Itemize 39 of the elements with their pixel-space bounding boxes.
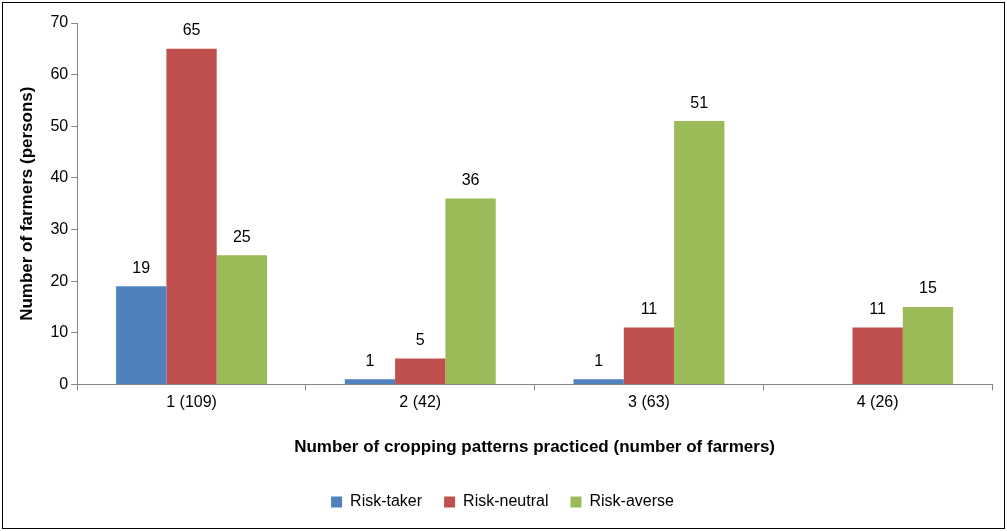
x-tick-label: 3 (63): [628, 393, 670, 411]
bar: [116, 286, 167, 384]
y-tick-label: 20: [50, 271, 69, 289]
y-axis-title: Number of farmers (persons): [16, 86, 36, 321]
y-tick-label: 30: [50, 219, 69, 237]
bar: [902, 306, 954, 384]
legend-label: Risk-averse: [589, 492, 675, 510]
data-label: 65: [182, 21, 201, 39]
bar: [216, 255, 268, 384]
data-label: 19: [132, 258, 151, 276]
x-tick-label: 4 (26): [856, 393, 899, 411]
legend-label: Risk-taker: [350, 492, 423, 510]
bar: [623, 327, 675, 384]
x-tick-label: 2 (42): [399, 393, 442, 411]
y-tick-label: 0: [59, 374, 69, 392]
y-tick-label: 60: [50, 65, 69, 83]
y-tick-label: 10: [50, 323, 69, 341]
data-label: 1: [594, 351, 604, 369]
bar: [573, 379, 624, 384]
bar: [395, 358, 446, 384]
bar: [852, 327, 903, 384]
data-label: 36: [461, 170, 480, 188]
bar: [344, 379, 396, 384]
data-label: 15: [919, 279, 937, 297]
legend-label: Risk-neutral: [463, 492, 549, 510]
y-tick-label: 70: [50, 13, 69, 31]
y-tick-label: 40: [50, 168, 69, 186]
x-axis-title: Number of cropping patterns practiced (number of farmers): [294, 437, 775, 457]
y-tick-label: 50: [50, 116, 69, 134]
bar: [445, 198, 496, 384]
bar: [674, 121, 725, 384]
data-label: 51: [690, 93, 709, 111]
bar: [166, 48, 217, 384]
x-tick-label: 1 (109): [166, 393, 217, 411]
data-label: 5: [415, 330, 425, 348]
data-label: 11: [869, 300, 887, 318]
data-label: 11: [640, 300, 658, 318]
data-label: 1: [365, 351, 375, 369]
data-label: 25: [232, 227, 251, 245]
